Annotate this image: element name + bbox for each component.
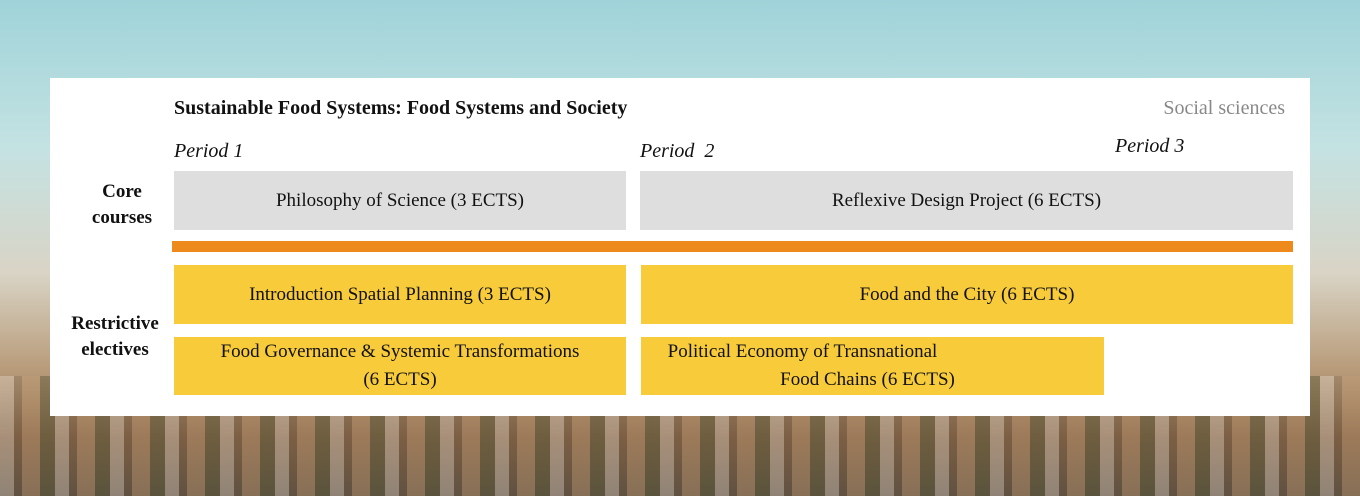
period-2-label: Period 2 bbox=[640, 140, 715, 162]
period-3-label: Period 3 bbox=[1115, 135, 1185, 157]
course-intro-spatial-planning: Introduction Spatial Planning (3 ECTS) bbox=[174, 265, 626, 324]
course-food-and-the-city: Food and the City (6 ECTS) bbox=[641, 265, 1293, 324]
program-title: Sustainable Food Systems: Food Systems a… bbox=[174, 97, 628, 119]
course-ects: (6 ECTS) bbox=[363, 369, 437, 390]
row-label-line: electives bbox=[81, 339, 149, 360]
course-reflexive-design-project: Reflexive Design Project (6 ECTS) bbox=[640, 171, 1293, 230]
course-food-governance: Food Governance & Systemic Transformatio… bbox=[174, 337, 626, 395]
course-political-economy: Political Economy of Transnational Food … bbox=[641, 337, 1104, 395]
core-courses-label: Core courses bbox=[72, 179, 172, 231]
divider-bar bbox=[172, 241, 1293, 252]
course-philosophy-of-science: Philosophy of Science (3 ECTS) bbox=[174, 171, 626, 230]
course-name: Food and the City (6 ECTS) bbox=[859, 283, 1075, 305]
domain-label: Social sciences bbox=[1163, 97, 1285, 119]
restrictive-electives-label: Restrictive electives bbox=[60, 311, 170, 363]
course-name: Philosophy of Science (3 ECTS) bbox=[275, 189, 525, 211]
course-name: Food Chains (6 ECTS) bbox=[780, 369, 955, 390]
row-label-line: Restrictive bbox=[71, 313, 159, 334]
period-1-label: Period 1 bbox=[174, 140, 244, 162]
row-label-line: Core bbox=[102, 181, 142, 202]
course-name: Food Governance & Systemic Transformatio… bbox=[220, 341, 580, 362]
course-name: Introduction Spatial Planning (3 ECTS) bbox=[249, 283, 551, 305]
course-name: Reflexive Design Project (6 ECTS) bbox=[831, 189, 1102, 211]
course-name: Political Economy of Transnational bbox=[667, 341, 938, 362]
row-label-line: courses bbox=[91, 207, 153, 228]
